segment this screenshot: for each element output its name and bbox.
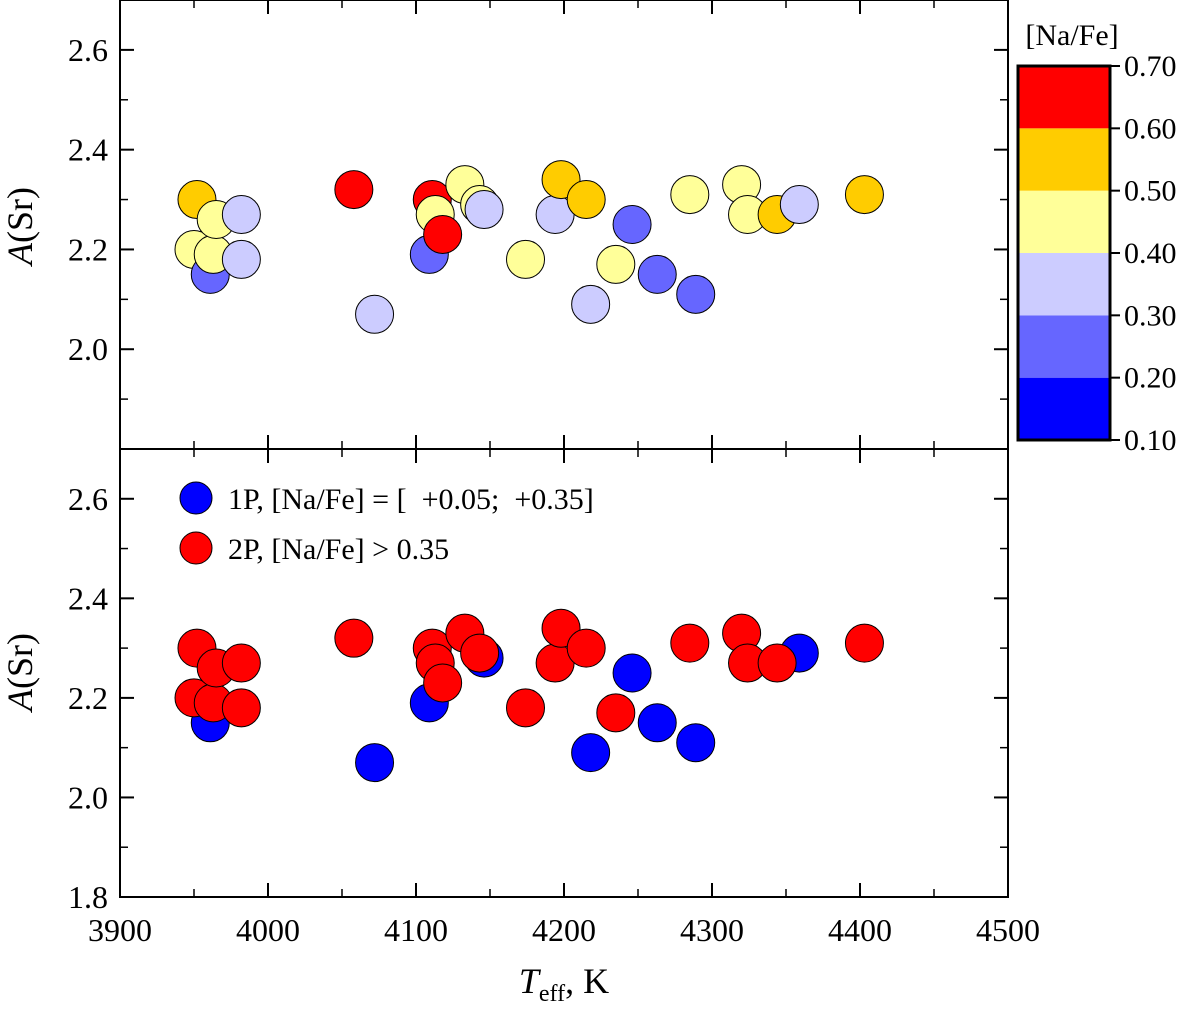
top-data-point	[464, 190, 504, 230]
data-point-1p	[612, 653, 652, 693]
y-tick-label: 2.4	[68, 580, 108, 616]
colorbar-bin	[1018, 66, 1110, 129]
top-panel-points	[174, 160, 884, 334]
colorbar-tick-label: 0.40	[1124, 237, 1177, 270]
colorbar-bin	[1018, 128, 1110, 191]
x-tick-label: 3900	[88, 912, 152, 948]
colorbar-tick-label: 0.30	[1124, 299, 1177, 332]
colorbar-frame	[1016, 64, 1112, 442]
top-data-point	[506, 239, 546, 279]
x-tick-label: 4300	[680, 912, 744, 948]
top-panel-ticks: 2.0 2.2 2.4 2.6	[68, 0, 1008, 449]
data-point-2p	[334, 618, 374, 658]
data-point-2p	[423, 663, 463, 703]
data-point-1p	[676, 723, 716, 763]
x-axis-title: Teff, K	[519, 961, 609, 1007]
top-data-point	[423, 214, 463, 254]
top-data-point	[571, 284, 611, 324]
legend: 1P, [Na/Fe] = [ +0.05; +0.35] 2P, [Na/Fe…	[179, 481, 594, 566]
data-point-2p	[596, 693, 636, 733]
colorbar-bin	[1018, 190, 1110, 253]
bottom-panel-points	[174, 608, 884, 783]
y-tick-label: 2.2	[68, 231, 108, 267]
top-data-point	[670, 175, 710, 215]
data-point-2p	[221, 643, 261, 683]
x-tick-label: 4000	[236, 912, 300, 948]
top-data-point	[334, 170, 374, 210]
data-point-1p	[355, 743, 395, 783]
legend-1p-marker	[179, 481, 213, 515]
top-data-point	[779, 185, 819, 225]
colorbar-tick-label: 0.10	[1124, 424, 1177, 457]
colorbar-ticks: 0.10 0.20 0.30 0.40 0.50 0.60 0.70	[1110, 50, 1177, 457]
x-tick-label: 4200	[532, 912, 596, 948]
y-tick-label: 2.4	[68, 132, 108, 168]
colorbar-bin	[1018, 315, 1110, 378]
top-data-point	[596, 244, 636, 284]
top-data-point	[676, 274, 716, 314]
data-point-1p	[637, 703, 677, 743]
bottom-panel-ticks: 1.8 2.0 2.2 2.4 2.6 3900 4000 4100 4200 4300 4400 4…	[68, 449, 1040, 948]
top-data-point	[612, 205, 652, 244]
y-tick-label: 1.8	[68, 879, 108, 915]
data-point-2p	[221, 688, 261, 728]
y-tick-label: 2.6	[68, 32, 108, 68]
data-point-2p	[844, 623, 884, 663]
data-point-2p	[670, 623, 710, 663]
colorbar-bins	[1018, 66, 1110, 440]
top-data-point	[637, 254, 677, 294]
top-data-point	[221, 195, 261, 235]
colorbar-tick-label: 0.70	[1124, 50, 1177, 83]
top-panel: 2.0 2.2 2.4 2.6 A(Sr)	[0, 0, 1009, 450]
top-data-point	[221, 239, 261, 279]
bottom-panel-ylabel: A(Sr)	[0, 633, 40, 713]
y-tick-label: 2.0	[68, 779, 108, 815]
colorbar-tick-label: 0.60	[1124, 112, 1177, 145]
x-tick-label: 4500	[976, 912, 1040, 948]
colorbar-title: [Na/Fe]	[1025, 19, 1118, 52]
y-tick-label: 2.6	[68, 481, 108, 517]
legend-2p-marker	[179, 531, 213, 565]
data-point-2p	[460, 633, 500, 673]
colorbar: [Na/Fe] 0.10 0.20 0.30 0.40 0.50 0.60 0.70	[1016, 19, 1177, 457]
top-panel-ylabel: A(Sr)	[0, 187, 40, 267]
legend-2p-label: 2P, [Na/Fe] > 0.35	[228, 533, 449, 566]
colorbar-bin	[1018, 253, 1110, 316]
y-tick-label: 2.0	[68, 331, 108, 367]
top-data-point	[355, 294, 395, 334]
bottom-panel-frame	[119, 448, 1009, 898]
x-tick-label: 4100	[384, 912, 448, 948]
x-tick-label: 4400	[828, 912, 892, 948]
legend-1p-label: 1P, [Na/Fe] = [ +0.05; +0.35]	[228, 483, 594, 516]
top-data-point	[566, 180, 606, 220]
data-point-2p	[566, 628, 606, 668]
colorbar-tick-label: 0.20	[1124, 362, 1177, 395]
y-tick-label: 2.2	[68, 680, 108, 716]
data-point-2p	[757, 643, 797, 683]
colorbar-tick-label: 0.50	[1124, 175, 1177, 208]
data-point-1p	[571, 733, 611, 773]
data-point-2p	[506, 688, 546, 728]
bottom-panel: 1.8 2.0 2.2 2.4 2.6 3900 4000 4100 4200 4300 4400 4…	[0, 448, 1040, 1007]
top-data-point	[844, 175, 884, 215]
colorbar-bin	[1018, 377, 1110, 440]
